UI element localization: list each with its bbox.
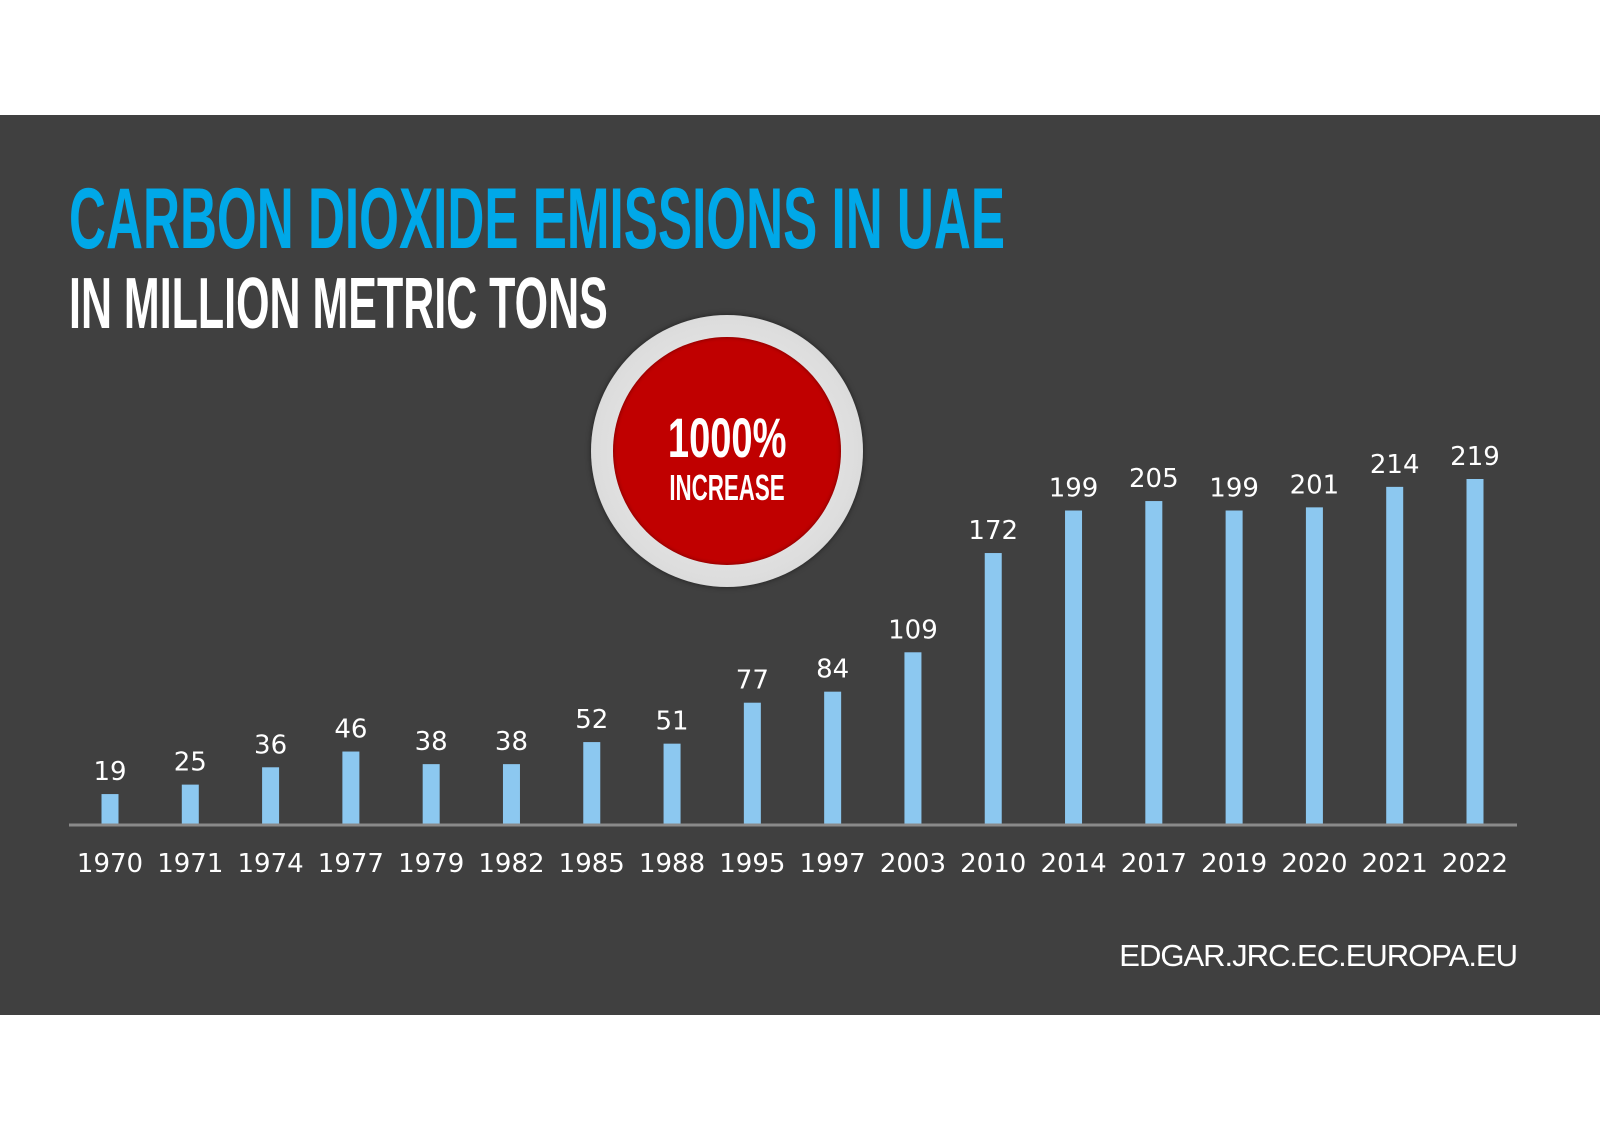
bar bbox=[502, 764, 520, 824]
data-label: 199 bbox=[1209, 474, 1259, 504]
data-label: 199 bbox=[1049, 474, 1099, 504]
source-credit: EDGAR.JRC.EC.EUROPA.EU bbox=[1119, 938, 1518, 973]
x-tick-label: 2022 bbox=[1442, 849, 1508, 879]
bar bbox=[1145, 501, 1163, 824]
x-tick-label: 1977 bbox=[318, 849, 384, 879]
x-tick-label: 1995 bbox=[719, 849, 785, 879]
data-label: 201 bbox=[1290, 470, 1340, 500]
x-tick-label: 2019 bbox=[1201, 849, 1267, 879]
data-label: 52 bbox=[575, 705, 608, 735]
bar bbox=[824, 691, 842, 824]
badge-red-disc: 1000% INCREASE bbox=[613, 337, 841, 565]
bar bbox=[101, 794, 119, 824]
bar bbox=[583, 742, 601, 824]
data-label: 84 bbox=[816, 655, 849, 685]
x-tick-label: 1982 bbox=[478, 849, 544, 879]
x-tick-label: 1997 bbox=[800, 849, 866, 879]
bar bbox=[1305, 507, 1323, 824]
increase-badge: 1000% INCREASE bbox=[591, 315, 863, 587]
badge-label: INCREASE bbox=[669, 467, 785, 508]
x-tick-label: 1974 bbox=[238, 849, 304, 879]
chart-title: CARBON DIOXIDE EMISSIONS IN UAE bbox=[69, 171, 1006, 267]
data-label: 19 bbox=[93, 757, 126, 787]
bar bbox=[663, 743, 681, 824]
x-tick-label: 2003 bbox=[880, 849, 946, 879]
x-tick-label: 2010 bbox=[960, 849, 1026, 879]
bar bbox=[904, 652, 922, 824]
bar bbox=[422, 764, 440, 824]
data-label: 205 bbox=[1129, 464, 1179, 494]
data-label: 36 bbox=[254, 730, 287, 760]
x-tick-label: 2020 bbox=[1281, 849, 1347, 879]
bar bbox=[1065, 510, 1083, 824]
data-label: 38 bbox=[415, 727, 448, 757]
x-tick-label: 2021 bbox=[1362, 849, 1428, 879]
data-label: 77 bbox=[736, 666, 769, 696]
x-tick-label: 1970 bbox=[77, 849, 143, 879]
bar bbox=[1225, 510, 1243, 824]
x-tick-label: 2017 bbox=[1121, 849, 1187, 879]
x-tick-label: 1979 bbox=[398, 849, 464, 879]
data-label: 109 bbox=[888, 615, 938, 645]
data-label: 214 bbox=[1370, 450, 1420, 480]
data-label: 38 bbox=[495, 727, 528, 757]
x-tick-label: 1971 bbox=[157, 849, 223, 879]
data-label: 25 bbox=[174, 748, 207, 778]
x-tick-label: 1985 bbox=[559, 849, 625, 879]
bar bbox=[1466, 479, 1484, 824]
bar bbox=[262, 767, 280, 824]
data-label: 172 bbox=[968, 516, 1018, 546]
chart-subtitle: IN MILLION METRIC TONS bbox=[69, 264, 608, 344]
bar bbox=[1386, 486, 1404, 824]
bar bbox=[743, 702, 761, 824]
bar bbox=[984, 553, 1002, 824]
bar bbox=[342, 751, 360, 824]
badge-value: 1000% bbox=[667, 406, 787, 469]
data-label: 51 bbox=[656, 707, 689, 737]
x-tick-label: 1988 bbox=[639, 849, 705, 879]
data-label: 219 bbox=[1450, 442, 1500, 472]
bar bbox=[181, 784, 199, 824]
data-label: 46 bbox=[334, 715, 367, 745]
x-tick-label: 2014 bbox=[1040, 849, 1106, 879]
